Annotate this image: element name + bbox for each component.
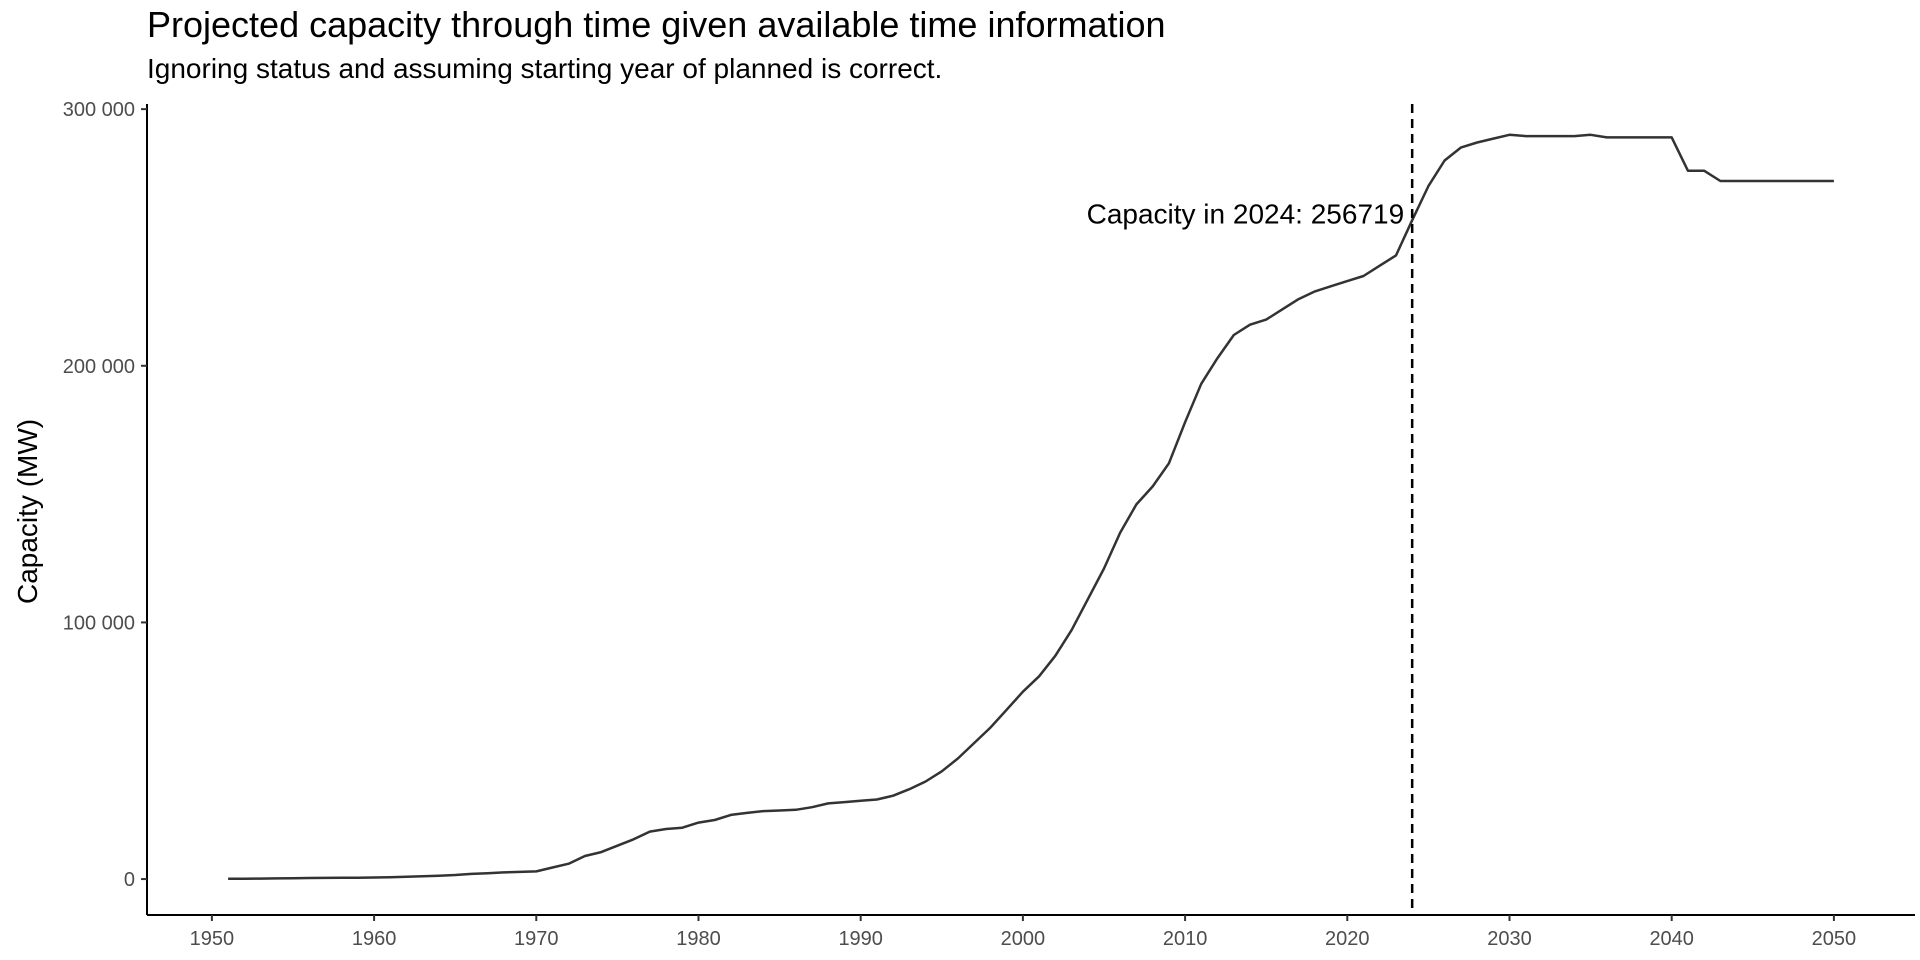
x-tick-label: 1990 xyxy=(838,928,883,950)
x-tick-label: 1960 xyxy=(352,928,397,950)
y-tick-label: 200 000 xyxy=(63,356,135,378)
capacity-series-line xyxy=(228,133,1834,881)
x-tick-label: 1980 xyxy=(676,928,721,950)
capacity-2024-annotation: Capacity in 2024: 256719 xyxy=(1087,198,1405,229)
y-tick-label: 300 000 xyxy=(63,99,135,121)
x-tick-label: 2050 xyxy=(1812,928,1857,950)
x-tick-label: 2040 xyxy=(1649,928,1694,950)
chart-title: Projected capacity through time given av… xyxy=(147,4,1166,45)
x-tick-label: 1950 xyxy=(190,928,235,950)
chart-subtitle: Ignoring status and assuming starting ye… xyxy=(147,53,943,84)
x-tick-label: 2000 xyxy=(1001,928,1046,950)
x-tick-label: 2020 xyxy=(1325,928,1370,950)
y-tick-label: 100 000 xyxy=(63,612,135,634)
x-tick-label: 2030 xyxy=(1487,928,1532,950)
x-tick-label: 1970 xyxy=(514,928,559,950)
y-tick-label: 0 xyxy=(124,869,135,891)
x-tick-label: 2010 xyxy=(1163,928,1208,950)
